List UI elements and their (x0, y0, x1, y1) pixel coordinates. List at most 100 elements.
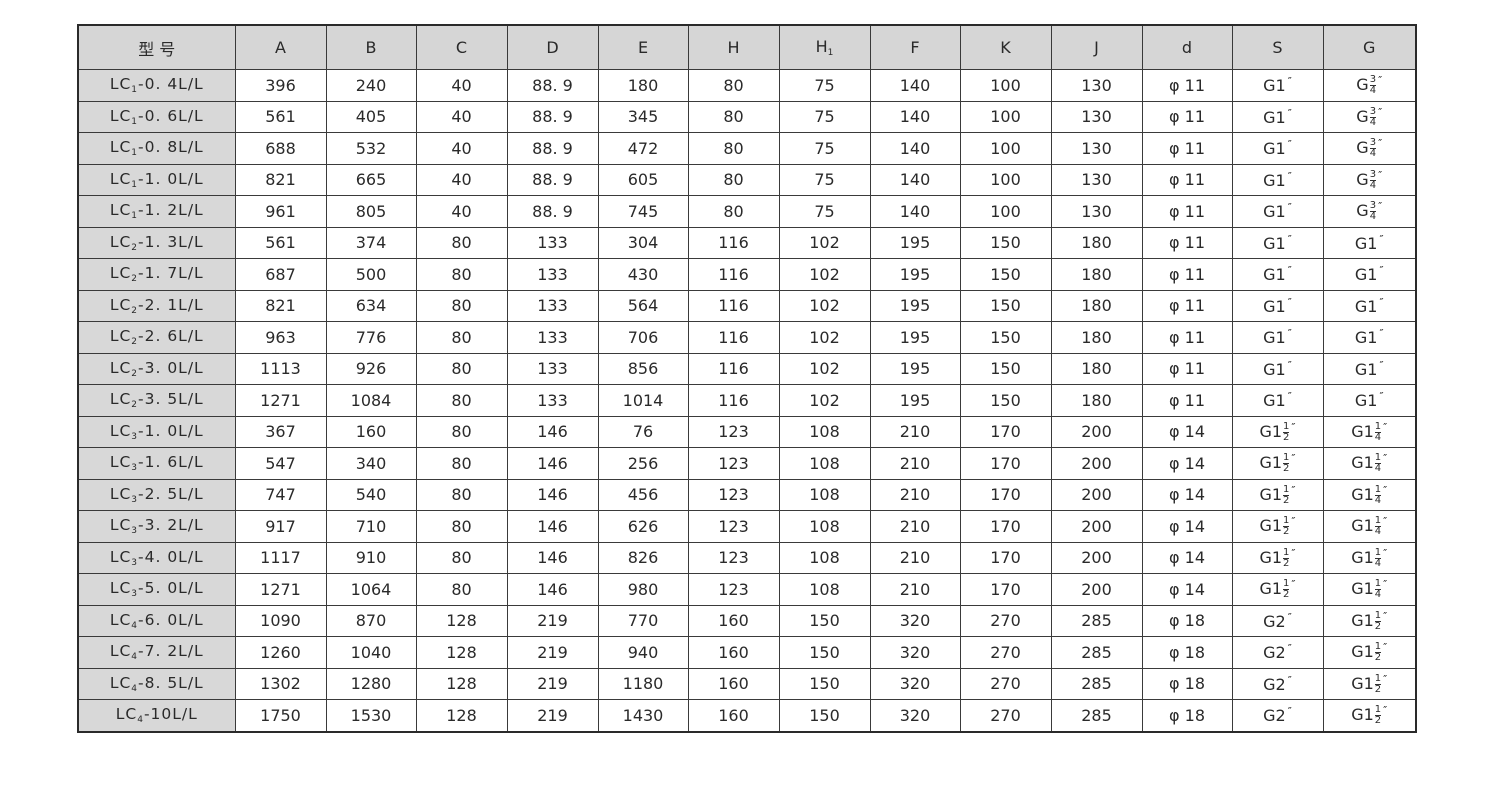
value-cell: 128 (415, 636, 508, 669)
inch-mark: ″ (1379, 264, 1384, 278)
value-cell: 80 (415, 573, 508, 606)
value-cell: 40 (415, 132, 508, 165)
fraction-numerator: 1 (1374, 672, 1382, 685)
model-base: LC (109, 264, 132, 283)
model-rest: -7. 2L/L (138, 642, 204, 661)
g-cell: G1 ″ (1322, 226, 1417, 259)
value-cell: 195 (869, 352, 961, 385)
model-subscript: 1 (131, 211, 139, 222)
inch-mark: ″ (1291, 546, 1296, 560)
value-cell: 100 (959, 69, 1052, 102)
fitting-size: G1 (1263, 328, 1286, 348)
value-cell: 240 (325, 69, 417, 102)
fitting-size: G (1356, 138, 1369, 158)
model-subscript: 2 (131, 242, 139, 253)
fitting-size: G1 (1259, 516, 1283, 536)
value-cell: 88. 9 (506, 100, 599, 133)
value-cell: 80 (687, 195, 780, 228)
s-cell: G1 ″ (1231, 258, 1324, 291)
inch-mark: ″ (1383, 578, 1388, 592)
value-cell: 146 (506, 478, 599, 511)
fraction-numerator: 1 (1374, 452, 1382, 465)
value-cell: 150 (959, 384, 1052, 417)
value-cell: 430 (597, 258, 689, 291)
value-cell: 108 (778, 478, 871, 511)
inch-mark: ″ (1291, 578, 1296, 592)
model-subscript: 3 (131, 526, 139, 537)
model-subscript: 3 (131, 494, 139, 505)
fitting-size: G (1356, 201, 1369, 221)
fitting-size: G1 (1351, 547, 1374, 567)
value-cell: 367 (234, 415, 327, 448)
value-cell: 1430 (597, 699, 689, 732)
model-base: LC (109, 642, 132, 661)
value-cell: 80 (415, 384, 508, 417)
model-cell: LC3-4. 0L/L (77, 541, 236, 574)
fraction-numerator: 1 (1374, 578, 1382, 591)
value-cell: φ 18 (1141, 699, 1233, 732)
fraction-numerator: 1 (1374, 641, 1382, 654)
fraction-denominator: 2 (1283, 526, 1290, 538)
s-cell: G2 ″ (1231, 667, 1324, 700)
inch-mark: ″ (1287, 610, 1292, 624)
value-cell: 456 (597, 478, 689, 511)
model-cell: LC2-3. 0L/L (77, 352, 236, 385)
fitting-size: G (1356, 106, 1369, 126)
header-label: B (365, 38, 377, 57)
value-cell: 40 (415, 100, 508, 133)
value-cell: 123 (687, 510, 780, 543)
g-cell: G 3 4 ″ (1322, 132, 1417, 165)
value-cell: 547 (234, 447, 327, 480)
value-cell: 100 (959, 195, 1052, 228)
fraction-denominator: 4 (1374, 494, 1382, 506)
value-cell: 123 (687, 573, 780, 606)
value-cell: 200 (1050, 510, 1143, 543)
g-cell: G1 1 2 ″ (1322, 667, 1417, 700)
inch-mark: ″ (1383, 546, 1388, 560)
fraction-denominator: 4 (1374, 589, 1382, 601)
fitting-size: G1 (1263, 76, 1286, 96)
value-cell: 108 (778, 573, 871, 606)
model-cell: LC3-5. 0L/L (77, 573, 236, 606)
fraction-denominator: 2 (1374, 652, 1382, 664)
value-cell: 345 (597, 100, 689, 133)
value-cell: 130 (1050, 163, 1143, 196)
value-cell: 1113 (234, 352, 327, 385)
model-subscript: 4 (131, 652, 139, 663)
value-cell: 102 (778, 352, 871, 385)
s-cell: G1 ″ (1231, 100, 1324, 133)
value-cell: 80 (415, 447, 508, 480)
fitting-size: G1 (1351, 610, 1374, 630)
value-cell: 40 (415, 163, 508, 196)
value-cell: 80 (687, 132, 780, 165)
model-rest: -3. 2L/L (138, 516, 204, 535)
value-cell: 626 (597, 510, 689, 543)
value-cell: 140 (869, 69, 961, 102)
table-row: LC2-2. 6L/L 963 776 80 133 706 116 102 195 150 180… (77, 321, 1417, 354)
value-cell: 1280 (325, 667, 417, 700)
model-cell: LC1-0. 6L/L (77, 100, 236, 133)
value-cell: 123 (687, 447, 780, 480)
model-base: LC (109, 579, 132, 598)
header-label: K (1000, 38, 1011, 57)
value-cell: 108 (778, 541, 871, 574)
value-cell: 961 (234, 195, 327, 228)
table-row: LC4-8. 5L/L 1302 1280 128 219 1180 160 150 320 27… (77, 667, 1417, 700)
value-cell: 821 (234, 163, 327, 196)
table-row: LC1-0. 8L/L 688 532 40 88. 9 472 80 75 140 100 130… (77, 132, 1417, 165)
fitting-size: G1 (1263, 139, 1286, 159)
header-label: D (546, 38, 559, 57)
value-cell: 374 (325, 226, 417, 259)
inch-mark: ″ (1287, 201, 1292, 215)
value-cell: 88. 9 (506, 69, 599, 102)
value-cell: 180 (1050, 321, 1143, 354)
fitting-size: G1 (1259, 579, 1283, 599)
value-cell: 320 (869, 636, 961, 669)
value-cell: 710 (325, 510, 417, 543)
model-rest: -6. 0L/L (138, 610, 204, 629)
inch-mark: ″ (1378, 105, 1383, 119)
fraction-denominator: 2 (1374, 683, 1382, 695)
